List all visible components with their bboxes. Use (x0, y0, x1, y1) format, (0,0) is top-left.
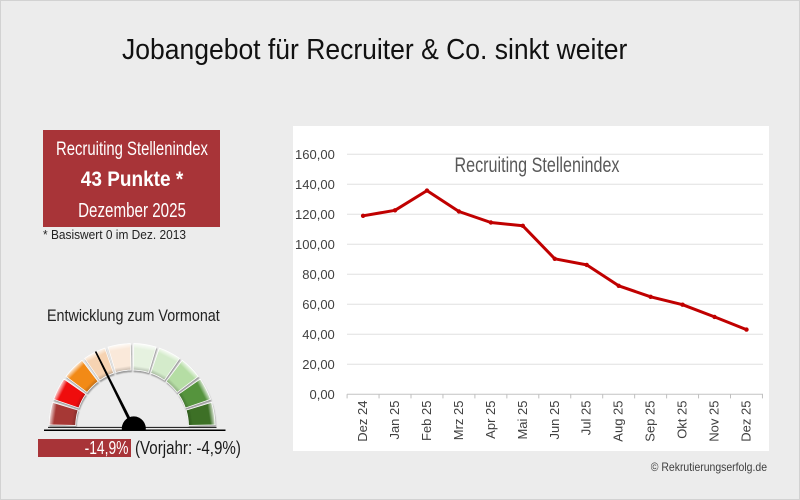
svg-text:Jun 25: Jun 25 (547, 401, 562, 440)
svg-text:Feb 25: Feb 25 (419, 401, 434, 441)
svg-text:Apr 25: Apr 25 (483, 401, 498, 439)
svg-text:0,00: 0,00 (309, 387, 334, 402)
svg-text:60,00: 60,00 (302, 297, 335, 312)
svg-text:Okt 25: Okt 25 (675, 401, 690, 439)
svg-text:140,00: 140,00 (295, 177, 335, 192)
svg-text:Jul 25: Jul 25 (579, 401, 594, 436)
svg-text:Dez 25: Dez 25 (738, 401, 753, 442)
svg-text:160,00: 160,00 (295, 147, 335, 162)
svg-text:Mai 25: Mai 25 (515, 401, 530, 440)
svg-text:Dez 24: Dez 24 (355, 401, 370, 442)
svg-text:100,00: 100,00 (295, 237, 335, 252)
svg-text:Recruiting Stellenindex: Recruiting Stellenindex (455, 154, 620, 177)
svg-text:Aug 25: Aug 25 (611, 401, 626, 442)
svg-text:120,00: 120,00 (295, 207, 335, 222)
svg-text:Sep 25: Sep 25 (643, 401, 658, 442)
svg-text:80,00: 80,00 (302, 267, 335, 282)
svg-text:Nov 25: Nov 25 (707, 401, 722, 442)
svg-text:Jan 25: Jan 25 (387, 401, 402, 440)
svg-text:20,00: 20,00 (302, 357, 335, 372)
svg-text:40,00: 40,00 (302, 327, 335, 342)
svg-text:Mrz 25: Mrz 25 (451, 401, 466, 441)
